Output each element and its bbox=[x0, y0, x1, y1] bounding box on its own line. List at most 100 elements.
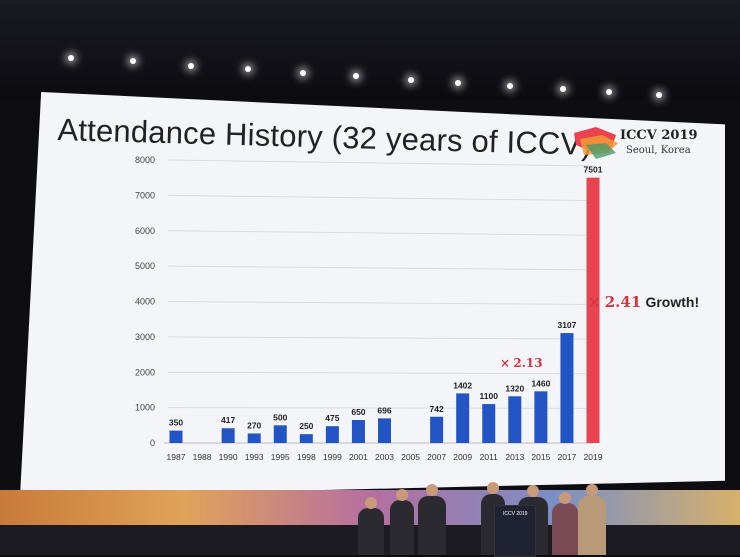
y-tick-label: 2000 bbox=[135, 367, 155, 377]
x-tick-label: 2003 bbox=[375, 452, 394, 462]
data-label: 3107 bbox=[557, 320, 576, 330]
y-tick-label: 6000 bbox=[135, 226, 155, 236]
logo-text: ICCV 2019 bbox=[620, 128, 698, 143]
data-label: 742 bbox=[430, 404, 444, 414]
x-tick-label: 1995 bbox=[271, 452, 290, 462]
data-label: 1100 bbox=[480, 391, 499, 401]
spotlight bbox=[455, 80, 461, 86]
x-tick-label: 2015 bbox=[531, 452, 550, 462]
growth-annotation-small: × 2.13 bbox=[500, 356, 543, 370]
spotlight bbox=[68, 55, 74, 61]
x-tick-label: 2001 bbox=[349, 452, 368, 462]
bar bbox=[169, 430, 183, 443]
data-label: 1402 bbox=[453, 380, 472, 390]
times-symbol: × bbox=[500, 356, 511, 370]
person-head bbox=[487, 482, 499, 494]
gridline bbox=[167, 371, 596, 375]
x-tick-label: 2017 bbox=[557, 452, 576, 462]
projection-screen bbox=[20, 92, 725, 497]
data-label: 1320 bbox=[505, 383, 524, 393]
y-tick-label: 7000 bbox=[135, 190, 155, 200]
x-tick-label: 1988 bbox=[193, 452, 212, 462]
data-label: 1460 bbox=[531, 378, 550, 388]
growth-factor: 2.13 bbox=[513, 356, 543, 370]
iccv-logo-icon bbox=[574, 127, 618, 159]
person bbox=[390, 500, 414, 555]
bar bbox=[586, 177, 600, 443]
spotlight bbox=[507, 83, 513, 89]
data-label: 475 bbox=[325, 413, 339, 423]
data-label: 7501 bbox=[584, 165, 603, 175]
data-label: 417 bbox=[221, 415, 235, 425]
x-tick-label: 1990 bbox=[219, 452, 238, 462]
person-head bbox=[365, 497, 377, 509]
spotlight bbox=[245, 66, 251, 72]
data-label: 270 bbox=[247, 420, 261, 430]
person bbox=[418, 496, 446, 555]
x-tick-label: 2013 bbox=[505, 452, 524, 462]
data-label: 696 bbox=[377, 405, 391, 415]
growth-annotation-large: × 2.41 Growth! bbox=[588, 293, 699, 311]
person bbox=[578, 496, 606, 555]
spotlight bbox=[188, 63, 194, 69]
x-tick-label: 2011 bbox=[480, 452, 499, 462]
spotlight bbox=[560, 86, 566, 92]
person-head bbox=[396, 489, 408, 501]
y-tick-label: 4000 bbox=[135, 297, 155, 307]
y-tick-label: 3000 bbox=[135, 332, 155, 342]
gridline bbox=[167, 336, 596, 340]
x-tick-label: 2007 bbox=[427, 452, 446, 462]
y-tick-label: 5000 bbox=[135, 261, 155, 271]
x-tick-label: 1993 bbox=[245, 452, 264, 462]
growth-text: Growth! bbox=[645, 294, 700, 310]
person-head bbox=[559, 492, 571, 504]
data-label: 350 bbox=[169, 418, 183, 428]
spotlight bbox=[656, 92, 662, 98]
spotlight bbox=[300, 70, 306, 76]
podium-label: ICCV 2019 bbox=[503, 511, 528, 517]
gridline bbox=[167, 194, 596, 202]
gridline bbox=[167, 265, 596, 271]
x-tick-label: 2005 bbox=[401, 452, 420, 462]
bar bbox=[273, 425, 287, 443]
x-tick-label: 1999 bbox=[323, 452, 342, 462]
x-tick-label: 1998 bbox=[297, 452, 316, 462]
bar bbox=[351, 420, 365, 443]
data-label: 650 bbox=[351, 407, 365, 417]
person-head bbox=[586, 484, 598, 496]
spotlight bbox=[130, 58, 136, 64]
x-tick-label: 2019 bbox=[584, 452, 603, 462]
bar bbox=[482, 404, 496, 443]
person-head bbox=[527, 485, 539, 497]
data-label: 250 bbox=[299, 421, 313, 431]
gridline bbox=[167, 230, 596, 236]
spotlight bbox=[606, 89, 612, 95]
spotlight bbox=[408, 77, 414, 83]
x-tick-label: 1987 bbox=[167, 452, 186, 462]
y-tick-label: 0 bbox=[150, 438, 155, 448]
spotlight bbox=[353, 73, 359, 79]
bar bbox=[378, 418, 391, 443]
stage-ceiling bbox=[0, 0, 740, 100]
y-tick-label: 1000 bbox=[135, 403, 155, 413]
bar bbox=[456, 393, 470, 443]
y-tick-label: 8000 bbox=[135, 155, 155, 165]
bar bbox=[247, 433, 261, 443]
bar bbox=[508, 396, 522, 443]
data-label: 500 bbox=[273, 412, 287, 422]
bar bbox=[221, 428, 235, 443]
times-symbol: × bbox=[588, 293, 601, 311]
person-head bbox=[426, 484, 438, 496]
gridline bbox=[167, 159, 596, 167]
gridline bbox=[167, 407, 596, 409]
bar bbox=[430, 416, 444, 443]
bar bbox=[534, 391, 548, 443]
x-tick-label: 2009 bbox=[453, 452, 472, 462]
bar bbox=[325, 426, 339, 443]
logo-subtext: Seoul, Korea bbox=[626, 145, 691, 156]
gridline bbox=[167, 301, 596, 305]
growth-factor: 2.41 bbox=[604, 293, 642, 311]
bar bbox=[560, 333, 574, 443]
bar bbox=[299, 434, 313, 443]
